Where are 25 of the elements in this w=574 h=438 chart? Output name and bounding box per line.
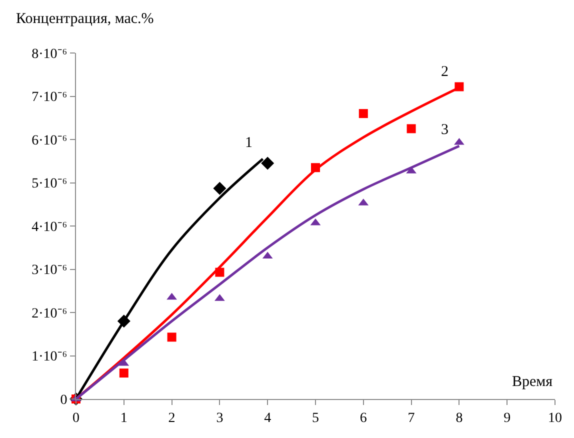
y-tick-label: 2·10⁻⁶ xyxy=(32,306,68,322)
x-tick-label: 2 xyxy=(168,410,176,426)
x-tick-label: 8 xyxy=(456,410,463,426)
x-tick-label: 10 xyxy=(548,410,562,426)
series-label: 3 xyxy=(441,122,448,138)
x-tick-label: 0 xyxy=(72,410,80,426)
y-tick-label: 3·10⁻⁶ xyxy=(32,263,68,278)
x-axis-title: Время xyxy=(512,374,553,390)
y-tick-label: 7·10⁻⁶ xyxy=(32,90,68,106)
y-tick-label: 1·10⁻⁶ xyxy=(32,350,68,365)
series-label: 1 xyxy=(245,135,252,151)
y-tick-label: 0 xyxy=(60,392,68,408)
y-tick-label: 6·10⁻⁶ xyxy=(32,133,68,148)
y-tick-label: 5·10⁻⁶ xyxy=(32,176,68,192)
x-tick-label: 7 xyxy=(408,410,415,426)
y-tick-label: 8·10⁻⁶ xyxy=(32,46,68,62)
x-tick-label: 3 xyxy=(216,410,224,426)
x-tick-label: 9 xyxy=(504,410,511,426)
y-tick-label: 4·10⁻⁶ xyxy=(32,220,68,235)
x-tick-label: 4 xyxy=(264,410,272,426)
y-axis-title: Концентрация, мас.% xyxy=(16,11,154,27)
series-label: 2 xyxy=(441,64,448,80)
x-tick-label: 5 xyxy=(312,410,319,426)
x-tick-label: 6 xyxy=(360,410,367,426)
x-tick-label: 1 xyxy=(120,410,128,426)
